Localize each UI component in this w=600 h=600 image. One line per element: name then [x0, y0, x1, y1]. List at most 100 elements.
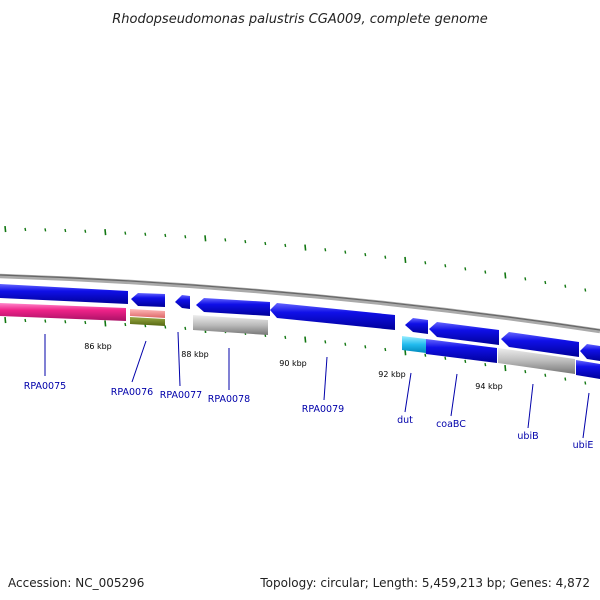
outer-tick [264, 241, 267, 246]
inner-tick [424, 353, 427, 357]
gene-label-dut: dut [397, 415, 413, 426]
gene-label-rpa0078: RPA0078 [208, 394, 250, 405]
inner-tick [284, 335, 287, 340]
outer-tick [184, 235, 187, 239]
rna-feature-olive [130, 317, 165, 326]
gene-label-rpa0076: RPA0076 [111, 387, 153, 398]
outer-tick [44, 228, 47, 232]
tick-label-94kbp: 94 kbp [475, 382, 503, 391]
gene-feature-ubie-fwd [580, 344, 600, 361]
inner-tick [44, 319, 47, 323]
outer-tick [64, 228, 67, 233]
outer-tick [544, 280, 547, 285]
inner-tick [584, 381, 587, 385]
inner-tick [344, 342, 347, 346]
outer-tick [84, 229, 87, 233]
tick-label-92kbp: 92 kbp [378, 370, 406, 379]
inner-tick [64, 320, 67, 324]
gene-feature-ubib-fwd [501, 332, 579, 357]
gene-feature-gray-rpa0078 [193, 315, 268, 335]
rna-feature-pink [0, 303, 126, 321]
leader-ubib [527, 383, 534, 429]
tick-label-90kbp: 90 kbp [279, 359, 307, 368]
inner-tick-row [4, 317, 587, 385]
gene-feature-rpa0075-fwd [0, 284, 128, 304]
leader-rpa0076 [131, 340, 147, 383]
outer-tick [404, 256, 407, 263]
gene-feature-cyan-dut [402, 336, 426, 353]
inner-tick [24, 318, 27, 323]
leader-rpa0079 [323, 356, 328, 401]
tick-label-88kbp: 88 kbp [181, 350, 209, 359]
inner-tick [84, 320, 87, 325]
gene-leader-lines [44, 331, 590, 439]
outer-tick [364, 252, 367, 257]
outer-tick [464, 267, 467, 271]
outer-tick [384, 255, 387, 259]
inner-tick [564, 377, 567, 381]
genome-summary-text: Topology: circular; Length: 5,459,213 bp… [259, 576, 590, 590]
gene-feature-blue-ubie [576, 360, 600, 379]
kbp-labels: 86 kbp 88 kbp 90 kbp 92 kbp 94 kbp [84, 342, 503, 391]
inner-tick [364, 345, 367, 349]
inner-tick [104, 320, 107, 327]
forward-strand-track [0, 284, 600, 361]
outer-tick [504, 272, 507, 279]
outer-tick [4, 225, 7, 233]
inner-tick [124, 322, 127, 327]
inner-tick [484, 363, 487, 367]
gene-feature-rpa0079-fwd [270, 303, 395, 330]
inner-tick [524, 369, 527, 374]
outer-tick [324, 248, 327, 252]
gene-feature-rpa0078-fwd [196, 298, 270, 316]
outer-tick [124, 231, 127, 235]
inner-tick [384, 347, 387, 352]
outer-tick-row [4, 225, 587, 292]
tick-label-86kbp: 86 kbp [84, 342, 112, 351]
gene-feature-rpa0077-fwd [175, 295, 190, 309]
gene-feature-dut-fwd [405, 318, 428, 334]
gene-feature-coabc-fwd [429, 322, 499, 345]
outer-tick [144, 232, 147, 236]
gene-label-coabc: coaBC [436, 419, 466, 430]
accession-text: Accession: NC_005296 [8, 576, 144, 590]
outer-tick [224, 238, 227, 242]
gene-labels: RPA0075 RPA0076 RPA0077 RPA0078 RPA0079 … [24, 381, 594, 451]
map-title: Rhodopseudomonas palustris CGA009, compl… [112, 12, 488, 27]
gene-label-ubib: ubiB [517, 431, 538, 442]
leader-dut [404, 372, 412, 413]
gene-label-ubie: ubiE [573, 440, 594, 451]
outer-tick [24, 227, 27, 232]
secondary-track [0, 303, 600, 379]
gene-label-rpa0075: RPA0075 [24, 381, 66, 392]
inner-tick [504, 365, 507, 372]
outer-tick [524, 277, 527, 281]
inner-tick [544, 373, 547, 377]
inner-tick [184, 326, 187, 331]
genome-backbone [0, 273, 600, 334]
gene-feature-gray-ubib [498, 348, 575, 374]
inner-tick [164, 325, 167, 329]
outer-tick [484, 270, 487, 274]
inner-tick [464, 359, 467, 364]
outer-tick [104, 229, 107, 236]
outer-tick [444, 264, 447, 268]
gene-feature-rpa0076-fwd [131, 293, 165, 307]
leader-ubie [582, 392, 590, 439]
leader-coabc [450, 373, 458, 417]
outer-tick [244, 239, 247, 244]
gene-label-rpa0077: RPA0077 [160, 390, 202, 401]
gene-feature-blue-coabc [426, 339, 497, 363]
outer-tick [564, 284, 567, 288]
leader-rpa0077 [177, 331, 181, 387]
gene-label-rpa0079: RPA0079 [302, 404, 344, 415]
outer-tick [344, 250, 347, 254]
genome-backbone-line [0, 274, 600, 331]
outer-tick [164, 233, 167, 238]
outer-tick [304, 244, 307, 251]
outer-tick [584, 288, 587, 292]
outer-tick [424, 261, 427, 265]
inner-tick [4, 317, 7, 324]
rna-feature-salmon [130, 309, 165, 318]
